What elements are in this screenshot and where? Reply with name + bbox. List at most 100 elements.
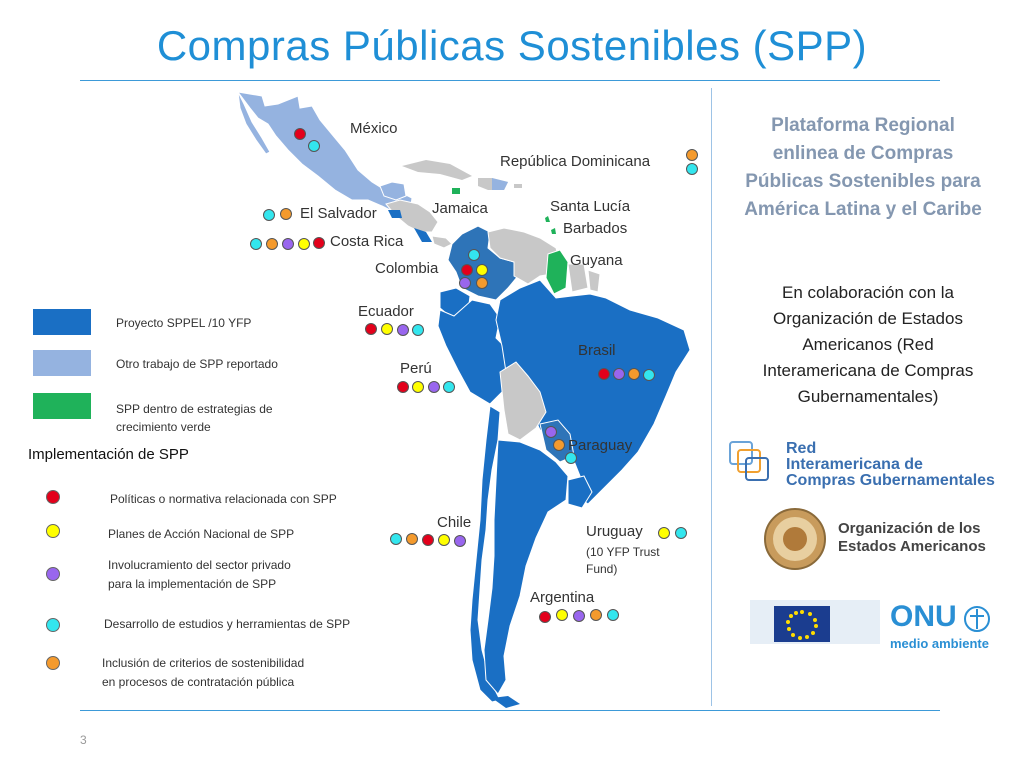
oas-line-1: Organización de los [838,520,981,537]
country-costa-rica [414,228,432,242]
label-peru: Perú [400,360,432,377]
legend-dot-studies [46,618,60,632]
label-colombia: Colombia [375,260,439,277]
label-ecuador: Ecuador [358,303,414,320]
dot-peru-policy [397,381,409,393]
country-bolivia [499,361,547,441]
collab-line-4: Interamericana de Compras [762,361,974,380]
country-uruguay [567,475,593,509]
dot-brasil-policy [598,368,610,380]
implementation-title: Implementación de SPP [28,446,189,463]
dot-uruguay-plan [658,527,670,539]
dot-chile-criteria [406,533,418,545]
dot-ecuador-studies [412,324,424,336]
collab-line-1: En colaboración con la [781,283,954,302]
legend-label-criteria-1: Inclusión de criterios de sostenibilidad [102,656,305,670]
country-barbados [551,228,556,234]
country-guyana [545,249,569,295]
dot-colombia-private [459,277,471,289]
label-mexico: México [350,120,398,137]
country-santa-lucia [545,216,550,222]
collab-line-2: Organización de Estados [773,309,963,328]
eu-flag-icon [750,600,880,644]
label-santa-lucia: Santa Lucía [550,198,631,215]
legend-label-policy: Políticas o normativa relacionada con SP… [110,492,337,506]
dot-uruguay-studies [675,527,687,539]
dot-colombia-policy [461,264,473,276]
label-guyana: Guyana [570,252,623,269]
label-chile: Chile [437,514,472,531]
legend-label-private-2: para la implementación de SPP [108,577,277,591]
dot-paraguay-studies [565,452,577,464]
legend-label-green-growth-2: crecimiento verde [116,420,211,434]
country-central-america [385,199,439,233]
dot-mexico-studies [308,140,320,152]
dot-brasil-private [613,368,625,380]
legend-label-studies: Desarrollo de estudios y herramientas de… [104,617,351,631]
dot-ecuador-plan [381,323,393,335]
dot-ecuador-private [397,324,409,336]
country-puerto-rico [514,184,522,188]
dot-paraguay-private [545,426,557,438]
dot-argentina-policy [539,611,551,623]
dot-dominican-criteria [686,149,698,161]
label-jamaica: Jamaica [432,200,488,217]
dot-peru-plan [412,381,424,393]
dot-argentina-criteria [590,609,602,621]
dot-colombia-criteria [476,277,488,289]
dot-peru-studies [443,381,455,393]
platform-line-3: Públicas Sostenibles para [745,171,981,192]
collab-line-3: Americanos (Red [802,335,934,354]
un-environment-logo: ONU medio ambiente [890,600,1000,660]
legend-label-sppel: Proyecto SPPEL /10 YFP [116,316,252,330]
dot-chile-studies [390,533,402,545]
legend-dot-policy [46,490,60,504]
label-costa-rica: Costa Rica [330,233,404,250]
dot-colombia-plan [476,264,488,276]
ricg-squares-icon [729,441,769,481]
collaboration-text: En colaboración con la Organización de E… [740,280,996,410]
page-number: 3 [80,733,87,747]
dot-dominican-studies [686,163,698,175]
footer-rule [80,710,940,711]
ricg-line-1: Red [786,440,817,457]
legend-label-private-1: Involucramiento del sector privado [108,558,291,572]
platform-line-1: Plataforma Regional [771,115,955,136]
label-uruguay-note-2: Fund) [586,562,618,576]
dot-mexico-policy [294,128,306,140]
panel-divider [711,88,712,706]
country-tierra-del-fuego [492,696,520,708]
platform-line-2: enlinea de Compras [772,143,954,164]
label-argentina: Argentina [530,589,595,606]
legend-dot-criteria [46,656,60,670]
dot-argentina-private [573,610,585,622]
platform-heading: Plataforma Regional enlinea de Compras P… [728,112,998,224]
legend-label-other-spp: Otro trabajo de SPP reportado [116,357,278,371]
dot-chile-private [454,535,466,547]
country-mexico-baja [237,91,271,155]
country-french-guiana [587,269,601,293]
oas-seal-icon [764,508,826,570]
legend-label-plan: Planes de Acción Nacional de SPP [108,527,295,541]
dot-colombia-studies [468,249,480,261]
country-cuba [402,160,472,180]
label-dominican-republic: República Dominicana [500,153,651,170]
dot-paraguay-criteria [553,439,565,451]
dot-brasil-studies [643,369,655,381]
oas-logo: Organización de los Estados Americanos [762,506,1012,572]
label-paraguay: Paraguay [568,437,633,454]
label-uruguay-note-1: (10 YFP Trust [586,545,660,559]
legend-label-criteria-2: en procesos de contratación pública [102,675,295,689]
title-rule [80,80,940,81]
dot-brasil-criteria [628,368,640,380]
dot-costarica-plan [298,238,310,250]
country-mexico-yucatan [379,181,407,201]
un-environment-emblem-icon [964,606,990,632]
label-barbados: Barbados [563,220,628,237]
dot-peru-private [428,381,440,393]
legend-swatch-other-spp [33,350,91,376]
label-el-salvador: El Salvador [300,205,377,222]
collab-line-5: Gubernamentales) [797,387,939,406]
country-panama [431,235,453,249]
